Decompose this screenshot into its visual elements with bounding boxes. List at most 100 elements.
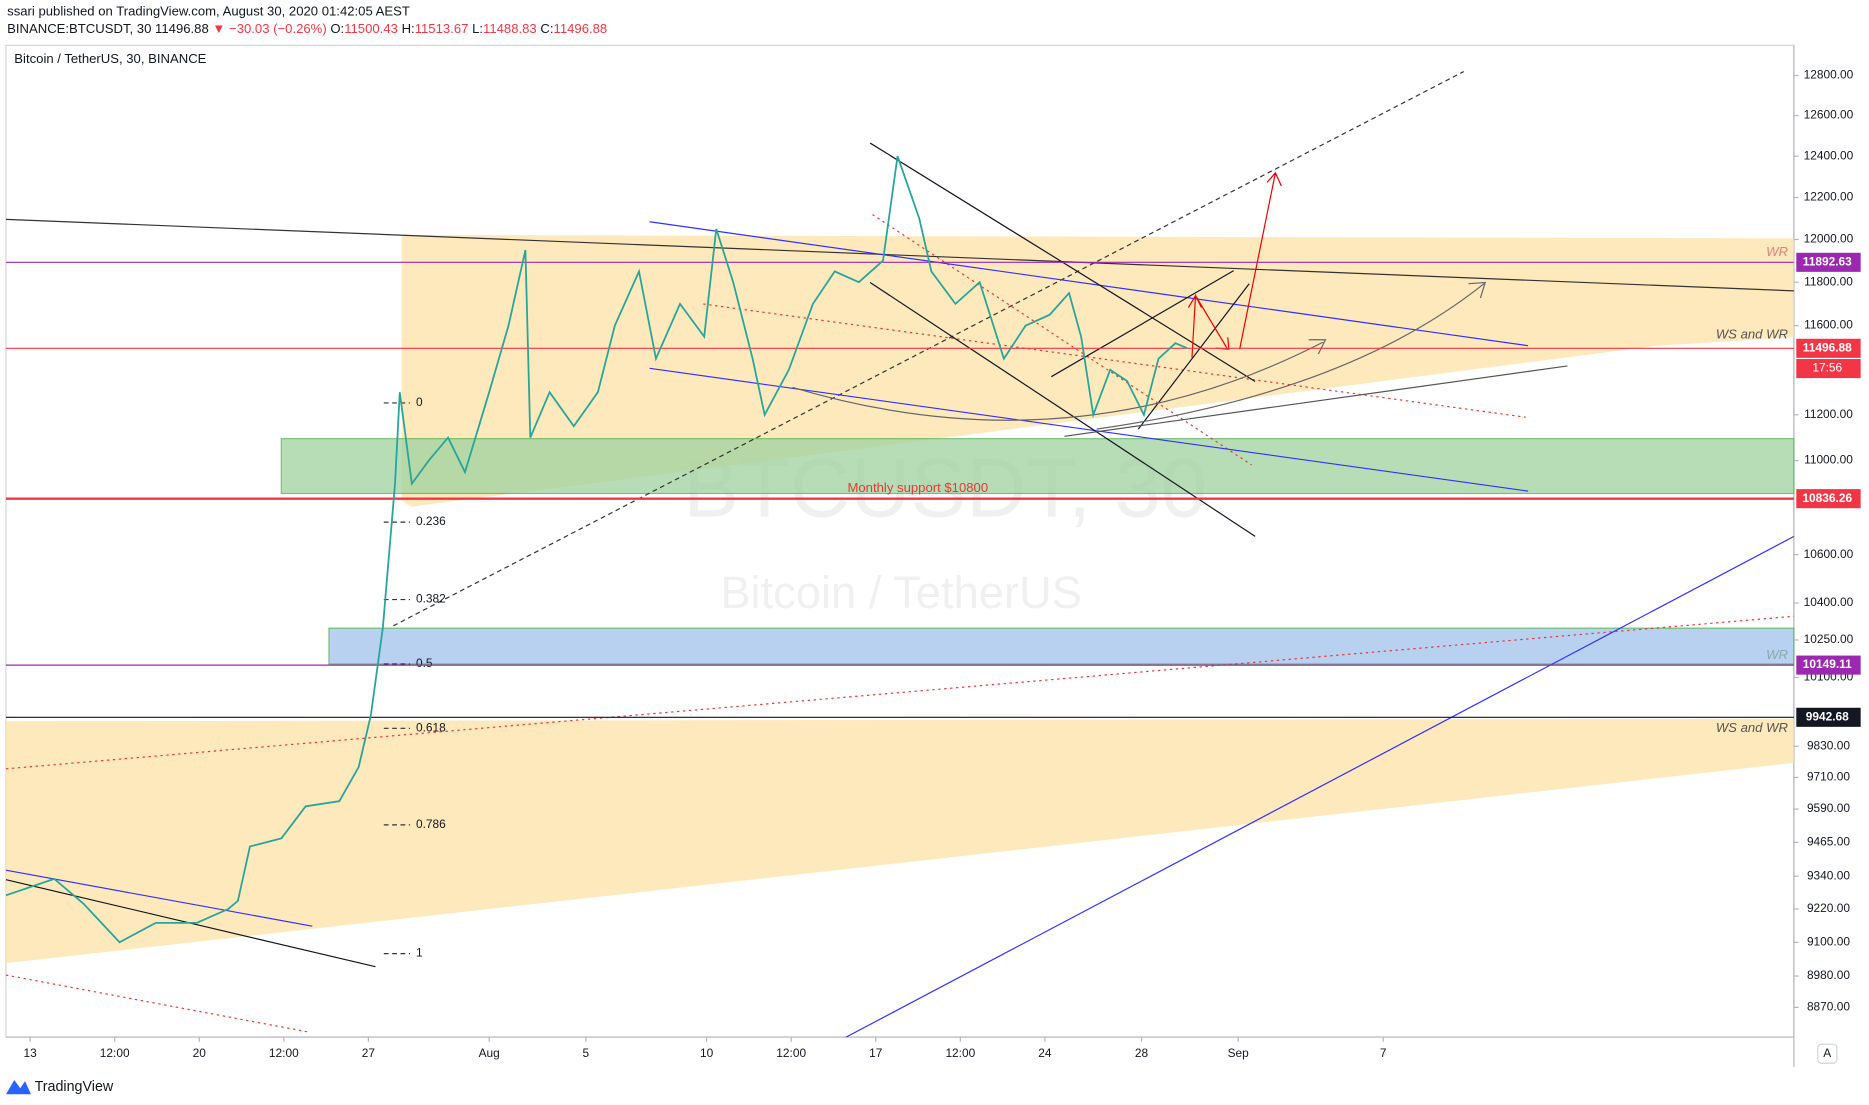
x-tick-label: 10: [700, 1046, 714, 1060]
x-tick-label: 12:00: [776, 1046, 806, 1060]
scale-button[interactable]: [1817, 1043, 1838, 1064]
curve-arrow: [792, 339, 1327, 421]
footer-brand: TradingView: [35, 1079, 114, 1095]
fib-label: 0.618: [416, 720, 446, 734]
scale-button-label[interactable]: A: [1823, 1046, 1831, 1060]
watermark-sub: Bitcoin / TetherUS: [720, 567, 1082, 618]
x-tick-label: 12:00: [945, 1046, 975, 1060]
series-layer: 12800.00 12600.00 12400.00 12200.00 12000.00…: [5, 68, 1861, 1060]
red-dotted: [5, 974, 311, 1033]
fib-dashes: [383, 402, 411, 955]
price-badge: [1796, 338, 1861, 358]
x-tick-label: Sep: [1228, 1046, 1250, 1060]
fib-label: 0.5: [416, 656, 433, 670]
y-tick-label: 12000.00: [1804, 232, 1854, 246]
price-badge-label: 9942.68: [1806, 709, 1849, 723]
ws-wr-label: WS and WR: [1716, 720, 1789, 735]
price-badge: [1796, 655, 1861, 675]
x-tick-label: 17: [869, 1046, 883, 1060]
price-badge-label: 11892.63: [1803, 254, 1852, 268]
channel-top: [649, 221, 1529, 347]
wr-label: WR: [1766, 647, 1788, 662]
y-tick-label: 12600.00: [1804, 108, 1854, 122]
countdown-label: 17:56: [1812, 361, 1842, 375]
fib-label: 0.786: [416, 817, 446, 831]
y-tick-label: 10600.00: [1804, 547, 1854, 561]
x-tick-label: 28: [1135, 1046, 1149, 1060]
fib-label: 0: [416, 395, 423, 409]
x-tick-label: 13: [23, 1046, 37, 1060]
x-tick-label: 5: [583, 1046, 590, 1060]
h-v: 11513.67: [415, 21, 469, 36]
y-tick-label: 9830.00: [1807, 738, 1850, 752]
y-tick-label: 9590.00: [1807, 801, 1850, 815]
y-tick-label: 8870.00: [1807, 999, 1850, 1013]
change: ▼ −30.03 (−0.26%): [212, 21, 326, 36]
y-tick-label: 9220.00: [1807, 901, 1850, 915]
y-tick-label: 9340.00: [1807, 868, 1850, 882]
support-box: [280, 438, 1795, 495]
y-tick-label: 12800.00: [1804, 68, 1854, 82]
x-tick-label: Aug: [479, 1046, 500, 1060]
small-channel: [1137, 283, 1250, 430]
legend-title: Bitcoin / TetherUS, 30, BINANCE: [14, 51, 206, 66]
blue-box: [328, 627, 1795, 665]
zone-lower: [5, 718, 1794, 964]
price-badge-label: 10149.11: [1803, 657, 1852, 671]
blue-trend: [846, 535, 1795, 1038]
y-tick-label: 9710.00: [1807, 770, 1850, 784]
symbol: BINANCE:BTCUSDT, 30: [7, 21, 151, 36]
author-line: ssari published on TradingView.com, Augu…: [7, 3, 410, 18]
x-tick-label: 24: [1038, 1046, 1052, 1060]
fib-label: 0.236: [416, 514, 446, 528]
l-k: L:: [472, 21, 483, 36]
y-tick-label: 8980.00: [1807, 968, 1850, 982]
ohlc-line: BINANCE:BTCUSDT, 30 11496.88 ▼ −30.03 (−…: [7, 21, 607, 36]
y-tick-label: 11600.00: [1804, 318, 1853, 332]
o-v: 11500.43: [344, 21, 398, 36]
y-tick-label: 9465.00: [1807, 835, 1850, 849]
x-tick-label: 27: [362, 1046, 376, 1060]
x-tick-label: 7: [1380, 1046, 1387, 1060]
fib-label: 1: [416, 946, 423, 960]
y-tick-label: 10250.00: [1804, 632, 1854, 646]
ws-wr-label: WS and WR: [1716, 326, 1789, 341]
trend-line: [5, 218, 1794, 292]
curve-arrow: [1096, 281, 1487, 430]
price-badge: [1796, 252, 1861, 272]
l-v: 11488.83: [483, 21, 537, 36]
blue-line: [5, 869, 313, 927]
x-tick-label: 12:00: [269, 1046, 299, 1060]
wr-label: WR: [1766, 244, 1788, 259]
red-dotted: [703, 303, 1526, 418]
y-tick-label: 11200.00: [1804, 407, 1853, 421]
fib-label: 0.382: [416, 592, 446, 606]
x-tick-label: 12:00: [100, 1046, 130, 1060]
o-k: O:: [330, 21, 344, 36]
y-tick-label: 9100.00: [1807, 934, 1850, 948]
price-badge-label: 10836.26: [1802, 491, 1852, 505]
price-badge: [1796, 489, 1861, 509]
c-v: 11496.88: [554, 21, 608, 36]
black-channel: [869, 282, 1256, 537]
y-tick-label: 11000.00: [1804, 453, 1853, 467]
gray-line: [1064, 365, 1568, 437]
price-badge: [1796, 707, 1861, 727]
red-dotted: [872, 214, 1252, 466]
red-dotted: [5, 615, 1794, 770]
small-channel: [1051, 270, 1234, 378]
price-badge-label: 11496.88: [1803, 340, 1852, 354]
c-k: C:: [540, 21, 553, 36]
drawings: 0 0.236 0.382 0.5 0.618 0.786 1 Monthly …: [5, 71, 1795, 1038]
last: 11496.88: [155, 21, 209, 36]
y-tick-label: 12400.00: [1804, 148, 1854, 162]
y-tick-label: 10400.00: [1804, 595, 1854, 609]
countdown-badge: [1796, 359, 1861, 379]
y-tick-label: 11800.00: [1804, 274, 1853, 288]
logo: [5, 1079, 31, 1095]
red-arrow: [1239, 171, 1282, 350]
h-k: H:: [402, 21, 415, 36]
support-label: Monthly support $10800: [847, 480, 988, 495]
